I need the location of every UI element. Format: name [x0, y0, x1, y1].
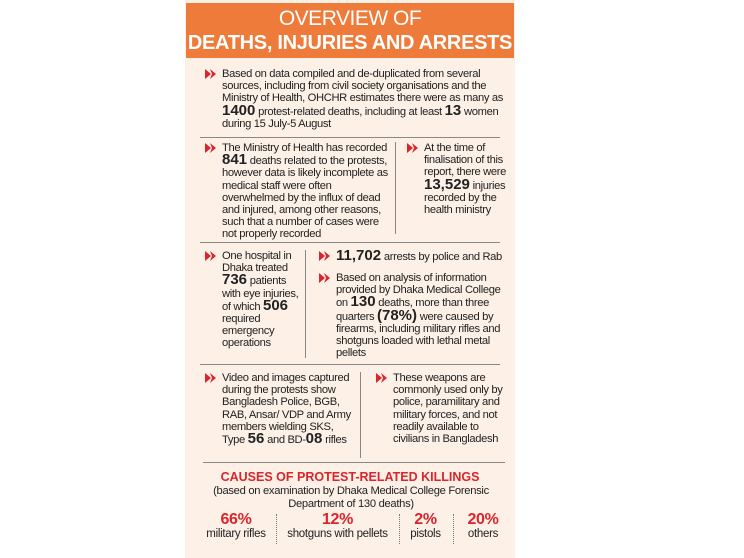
title-line2: DEATHS, INJURIES AND ARRESTS — [187, 32, 513, 54]
stat-others: 20% others — [467, 511, 499, 541]
divider — [399, 514, 400, 544]
deaths-estimate-text: Based on data compiled and de-duplicated… — [205, 68, 507, 130]
arrow-bullet-icon — [205, 373, 216, 383]
eye-injuries-text: One hospital in Dhaka treated 736 patien… — [205, 250, 302, 350]
divider — [200, 364, 500, 365]
causes-title: CAUSES OF PROTEST-RELATED KILLINGS — [220, 470, 480, 484]
stat-pistols: 2% pistols — [410, 511, 441, 541]
weapons-availability-text: These weapons are commonly used only by … — [376, 372, 508, 445]
arrow-bullet-icon — [205, 143, 216, 153]
divider — [200, 137, 500, 138]
arrow-bullet-icon — [407, 143, 418, 153]
infographic-panel — [185, 0, 515, 558]
divider — [305, 250, 306, 358]
causes-subtitle: (based on examination by Dhaka Medical C… — [213, 485, 489, 510]
divider — [453, 514, 454, 544]
firearms-analysis-text: Based on analysis of information provide… — [319, 272, 506, 359]
title-line1: OVERVIEW OF — [278, 7, 422, 30]
divider — [360, 372, 361, 458]
divider — [395, 142, 396, 234]
stat-shotguns: 12% shotguns with pellets — [287, 511, 388, 541]
arrow-bullet-icon — [319, 251, 330, 261]
stat-military-rifles: 66% military rifles — [206, 511, 266, 541]
divider — [200, 242, 500, 243]
arrests-text: 11,702 arrests by police and Rab — [319, 248, 506, 263]
ministry-deaths-text: The Ministry of Health has recorded 841 … — [205, 142, 390, 241]
arrow-bullet-icon — [376, 373, 387, 383]
weapons-evidence-text: Video and images captured during the pro… — [205, 372, 354, 446]
arrow-bullet-icon — [319, 273, 330, 283]
arrow-bullet-icon — [205, 251, 216, 261]
divider — [203, 462, 505, 463]
header-banner: OVERVIEW OF DEATHS, INJURIES AND ARRESTS — [186, 3, 514, 58]
arrow-bullet-icon — [205, 69, 216, 79]
injuries-text: At the time of finalisation of this repo… — [407, 142, 506, 216]
divider — [276, 514, 277, 544]
